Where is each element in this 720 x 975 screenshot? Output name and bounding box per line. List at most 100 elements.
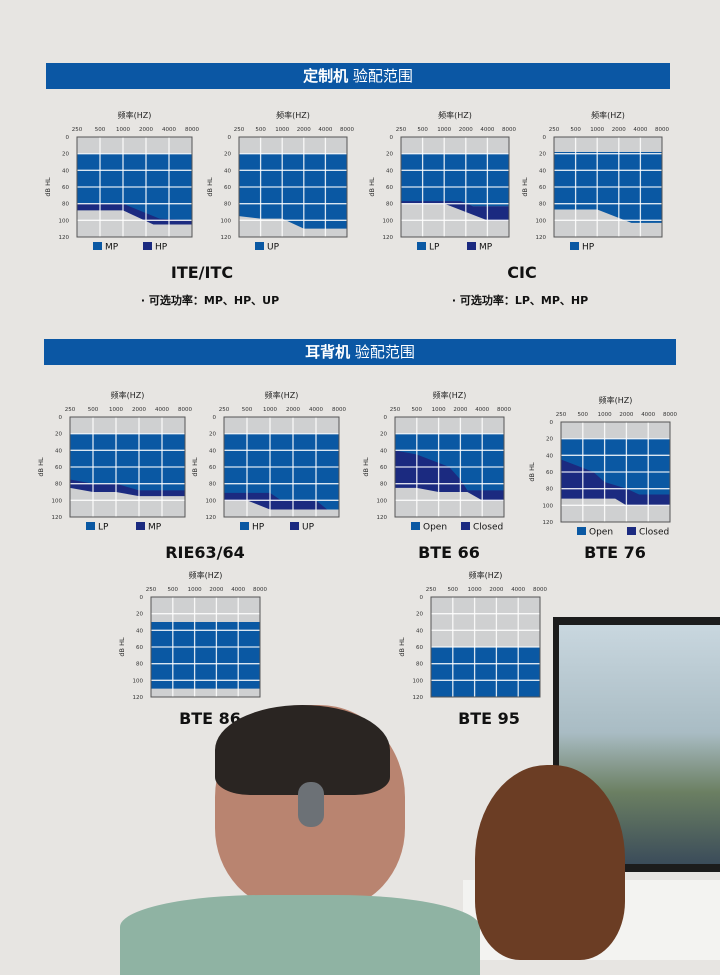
x-tick-label: 8000	[497, 407, 511, 413]
model-label-rie: RIE63/64	[165, 543, 245, 562]
x-tick-label: 1000	[109, 407, 123, 413]
y-tick-label: 120	[206, 515, 217, 521]
y-tick-label: 120	[536, 235, 547, 241]
man-hair	[215, 705, 390, 795]
y-axis-label: dB HL	[206, 177, 214, 197]
y-tick-label: 40	[386, 168, 393, 174]
x-axis-label: 频率(HZ)	[599, 395, 633, 405]
model-label-bte66: BTE 66	[418, 543, 480, 562]
y-tick-label: 60	[224, 185, 231, 191]
y-tick-label: 40	[209, 448, 216, 454]
plot-border	[400, 136, 510, 238]
x-tick-label: 2000	[286, 407, 300, 413]
x-tick-label: 1000	[468, 587, 482, 593]
x-tick-label: 1000	[116, 127, 130, 133]
legend-label: LP	[429, 243, 440, 253]
series-area-lp	[401, 153, 509, 207]
legend-label: UP	[267, 243, 280, 253]
y-tick-label: 120	[413, 695, 424, 701]
x-axis-label: 频率(HZ)	[591, 110, 625, 120]
banner-title-rest: 验配范围	[354, 343, 415, 361]
y-tick-label: 100	[543, 503, 554, 509]
y-tick-label: 60	[55, 465, 62, 471]
audiogram-chart: 250 500 1000 2000 4000 8000 0 20 40 60 80 100 120 频率(…	[398, 570, 547, 701]
y-axis-label: dB HL	[521, 177, 529, 197]
y-tick-label: 80	[209, 482, 216, 488]
y-tick-label: 80	[386, 202, 393, 208]
y-tick-label: 60	[546, 470, 553, 476]
x-tick-label: 500	[448, 587, 459, 593]
x-tick-label: 2000	[489, 587, 503, 593]
x-tick-label: 250	[549, 127, 560, 133]
x-tick-label: 500	[570, 127, 581, 133]
x-tick-label: 1000	[437, 127, 451, 133]
y-tick-label: 80	[136, 662, 143, 668]
x-tick-label: 4000	[231, 587, 245, 593]
y-tick-label: 100	[413, 678, 424, 684]
x-tick-label: 500	[242, 407, 253, 413]
audiogram-chart: 250 500 1000 2000 4000 8000 0 20 40 60 80 100 120 频率(…	[521, 110, 669, 253]
audiogram-chart: 250 500 1000 2000 4000 8000 0 20 40 60 80 100 120 频率(…	[191, 390, 346, 533]
section-banner-custom: 定制机 验配范围	[46, 63, 670, 89]
y-tick-label: 80	[539, 202, 546, 208]
legend-label: LP	[98, 523, 109, 533]
model-label-bte86: BTE 86	[179, 709, 241, 728]
legend-label: MP	[105, 243, 119, 253]
x-tick-label: 250	[390, 407, 401, 413]
y-tick-label: 120	[377, 515, 388, 521]
model-label-cic: CIC	[507, 263, 537, 282]
legend-swatch	[290, 522, 299, 530]
x-tick-label: 1000	[432, 407, 446, 413]
y-tick-label: 100	[133, 678, 144, 684]
boy-head	[475, 765, 625, 960]
y-tick-label: 20	[539, 152, 546, 158]
x-tick-label: 4000	[162, 127, 176, 133]
y-tick-label: 120	[52, 515, 63, 521]
audiogram-chart: 250 500 1000 2000 4000 8000 0 20 40 60 80 100 120 频率(…	[368, 110, 516, 253]
series-area-open	[395, 433, 504, 491]
x-axis-label: 频率(HZ)	[438, 110, 472, 120]
y-tick-label: 20	[380, 432, 387, 438]
x-tick-label: 4000	[641, 412, 655, 418]
plot-border	[223, 416, 340, 518]
y-tick-label: 80	[62, 202, 69, 208]
y-axis-label: dB HL	[528, 462, 536, 482]
y-axis-label: dB HL	[398, 637, 406, 657]
x-axis-label: 频率(HZ)	[433, 390, 467, 400]
legend-label: UP	[302, 523, 315, 533]
x-tick-label: 250	[219, 407, 230, 413]
x-tick-label: 8000	[663, 412, 677, 418]
y-tick-label: 60	[136, 645, 143, 651]
x-tick-label: 8000	[340, 127, 354, 133]
y-tick-label: 0	[140, 595, 144, 601]
legend-label: Closed	[639, 528, 669, 538]
legend-swatch	[143, 242, 152, 250]
y-tick-label: 0	[66, 135, 70, 141]
x-tick-label: 8000	[502, 127, 516, 133]
audiogram-chart: 250 500 1000 2000 4000 8000 0 20 40 60 80 100 120 频率(…	[528, 395, 677, 538]
legend-swatch	[467, 242, 476, 250]
y-tick-label: 20	[209, 432, 216, 438]
x-tick-label: 8000	[253, 587, 267, 593]
y-tick-label: 80	[55, 482, 62, 488]
legend-swatch	[411, 522, 420, 530]
legend-label: MP	[479, 243, 493, 253]
x-tick-label: 500	[255, 127, 266, 133]
legend-swatch	[136, 522, 145, 530]
series-area-open	[561, 438, 670, 495]
y-axis-label: dB HL	[37, 457, 45, 477]
hearing-aid	[298, 782, 324, 827]
audiogram-chart: 250 500 1000 2000 4000 8000 0 20 40 60 80 100 120 频率(…	[118, 570, 267, 701]
plot-border	[560, 421, 671, 523]
legend-swatch	[86, 522, 95, 530]
plot-border	[150, 596, 261, 698]
y-tick-label: 120	[133, 695, 144, 701]
y-tick-label: 0	[543, 135, 547, 141]
legend-label: HP	[252, 523, 265, 533]
plot-border	[69, 416, 186, 518]
y-tick-label: 80	[380, 482, 387, 488]
x-tick-label: 1000	[590, 127, 604, 133]
x-tick-label: 500	[168, 587, 179, 593]
y-tick-label: 0	[384, 415, 388, 421]
series-area-mp	[401, 199, 509, 221]
